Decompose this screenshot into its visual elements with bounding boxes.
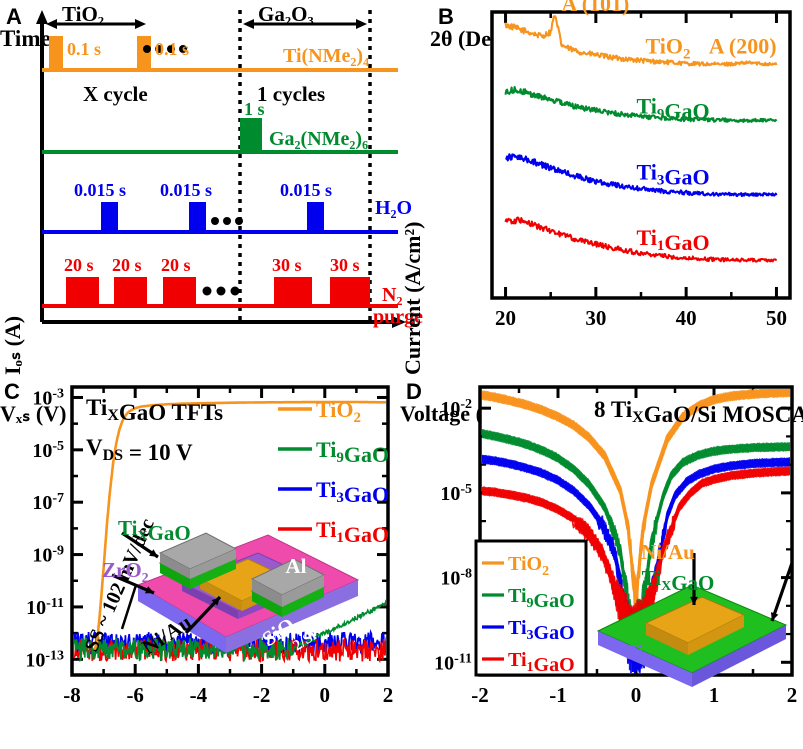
pulse-label-ti-2: 0.1 s [155,39,190,59]
plot-text: -1 [549,683,567,707]
plot-text: 50 [766,306,787,330]
plot-text: 10-8 [440,567,472,590]
panel-b-plot: 20 30 40 50 A (101) TiO2 A (200) Ti9GaO Ti3GaO Ti… [490,0,792,330]
panel-c: C Iₒₛ (A) Vₓₛ (V) -8 -6 -4 -2 0 2 10-3 10-5 10-7… [0,316,400,749]
panel-d-y-axis-title: Current (A/cm²) [400,221,425,375]
plot-text: TiXGaO TFTs [86,395,223,425]
plot-text: TiO2 [508,553,549,579]
plot-text: TiXGaO [642,566,715,595]
row-label-ti: Ti(NMe₂)₄ [283,45,370,67]
panel-d-label: D [406,379,422,404]
plot-text: VDS = 10 V [86,435,193,465]
panel-a-diagram [36,10,406,328]
plot-text: 10-3 [32,386,64,409]
panel-d: D Current (A/cm²) Voltage (V) -2 -1 0 1 2 10-… [400,222,803,749]
plot-text: Ti1GaO [636,225,709,255]
tft-curve [74,636,386,665]
plot-text: TiXGaO [118,516,191,545]
plot-text: 10-7 [32,491,64,514]
moscap-device-inset [596,553,794,687]
pulse-label-h2o-1: 0.015 s [74,180,127,200]
plot-text: -6 [126,683,144,707]
panel-a: A Dose Time [0,0,430,370]
plot-text: Ni/Au [641,540,695,564]
pulse-label-ga-1: 1 s [244,99,265,119]
xrd-curve-0 [504,15,778,67]
panel-b-label: B [438,4,454,29]
panel-c-y-axis-title: Iₒₛ (A) [0,315,25,375]
plot-text: ZrO2 [102,558,149,586]
plot-text: A (101) [562,0,630,16]
panel-c-x-axis-title: Vₓₛ (V) [0,401,67,426]
tft-curve-tio2 [92,400,386,652]
row-label-h2o: H₂O [375,197,413,219]
panel-a-segment-right-label: Ga₂O₃ [258,2,314,26]
plot-text: 1 [709,683,720,707]
row-label-ga: Ga₂(NMe₂)₆ [269,128,369,150]
plot-text: 0 [631,683,642,707]
tft-curve [74,599,386,663]
plot-text: 10-5 [32,439,64,462]
plot-text: 0 [320,683,331,707]
plot-text: 10-9 [32,544,64,567]
plot-text: 2 [383,683,394,707]
plot-text: -8 [63,683,81,707]
plot-text: Ti3GaO [508,617,575,644]
xrd-curve-3 [504,216,778,263]
plot-text: 20 [495,306,516,330]
panel-c-plot: -8 -6 -4 -2 0 2 10-3 10-5 10-7 10-9 10-11 10-13 TiXG… [25,385,394,707]
plot-text: Al [286,554,307,578]
plot-text: 10-11 [434,651,472,674]
plot-text: Ti9GaO [636,94,709,124]
cycles-right-label: 1 cycles [257,82,326,106]
plot-text: TiO2 [316,397,361,426]
pulse-label-n2-2: 20 s [112,255,142,275]
plot-text: Ti3GaO [316,477,389,507]
plot-text: A (200) [709,33,777,58]
pulse-label-n2-3: 20 s [161,255,191,275]
plot-text: Ti9GaO [508,585,575,612]
xrd-curve-2 [505,153,778,198]
xrd-curve-1 [504,86,778,123]
plot-text: Si [625,640,643,664]
plot-text: 10-11 [26,596,64,619]
plot-text: Ti3GaO [636,159,709,189]
plot-text: -2 [253,683,271,707]
plot-text: 2 [787,683,798,707]
plot-text: Ti1GaO [508,649,575,676]
plot-text: Ti1GaO [316,517,389,547]
panel-a-label: A [6,4,22,29]
pulse-label-n2-1: 20 s [64,255,94,275]
panel-b: B Intensity (a.u) 2θ (Degree) 20304050A … [430,0,803,375]
plot-text: -4 [190,683,208,707]
pulse-label-n2-4: 30 s [272,255,302,275]
panel-c-label: C [4,379,20,404]
cycles-left-label: X cycle [83,82,148,106]
plot-text: 10-2 [440,397,472,420]
plot-text: -2 [471,683,489,707]
plot-text: Ti9GaO [316,437,389,467]
plot-text: 8 TiXGaO/Si MOSCAPs [594,397,803,427]
tft-device-inset [111,531,360,653]
row-label-n2-line1: N₂ [382,284,403,306]
plot-text: 40 [676,306,697,330]
plot-text: 10-5 [440,482,472,505]
plot-text: 30 [585,306,606,330]
pulse-label-n2-5: 30 s [330,255,360,275]
row-label-n2-line2: purge [373,306,423,328]
panel-a-segment-left-label: TiO₂ [62,2,105,26]
plot-text: 10-13 [25,648,64,671]
pulse-label-h2o-2: 0.015 s [160,180,213,200]
pulse-label-ti-1: 0.1 s [67,39,102,59]
pulse-label-h2o-3: 0.015 s [280,180,333,200]
panel-d-plot: -2 -1 0 1 2 10-2 10-5 10-8 10-11 8 TiXGaO/Si MOSC… [434,385,803,707]
plot-text: TiO2 [646,33,691,62]
